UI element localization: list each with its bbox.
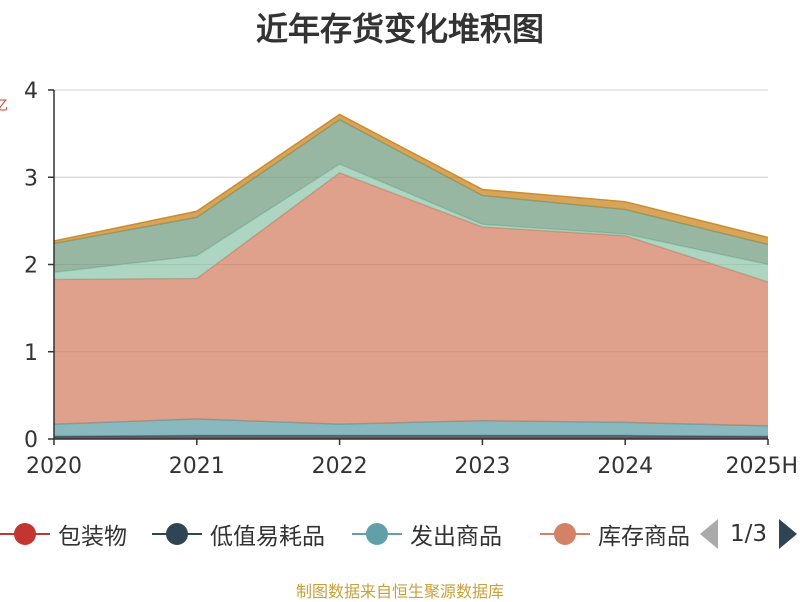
- chart-title: 近年存货变化堆积图: [255, 10, 544, 48]
- x-tick-label: 2021: [169, 454, 225, 479]
- series-area-5: [54, 119, 768, 273]
- legend-next-icon[interactable]: [779, 519, 798, 549]
- x-tick-label: 2020: [26, 454, 82, 479]
- series-area-3: [54, 172, 768, 426]
- legend-label: 发出商品: [410, 524, 502, 550]
- source-note: 制图数据来自恒生聚源数据库: [295, 582, 504, 601]
- y-tick-label: 4: [24, 79, 38, 104]
- y-axis-label: 亿: [0, 98, 8, 114]
- legend-item[interactable]: 低值易耗品: [152, 512, 325, 556]
- legend-item[interactable]: 发出商品: [352, 512, 502, 556]
- legend-marker-icon: [352, 512, 402, 556]
- y-tick-label: 0: [24, 428, 38, 453]
- axes: 0 1 2 3 4 2020 2021 2022 2023 2024 2025H: [24, 79, 798, 479]
- legend-marker-icon: [0, 512, 50, 556]
- legend-page-indicator: 1/3: [730, 521, 768, 547]
- y-tick-label: 3: [24, 166, 38, 191]
- series-line-6: [53, 113, 769, 242]
- y-tick-label: 2: [24, 254, 38, 279]
- legend-label: 低值易耗品: [210, 524, 325, 550]
- series-area-2: [54, 418, 768, 437]
- legend-prev-icon[interactable]: [700, 519, 718, 549]
- x-tick-label: 2025H: [725, 454, 798, 479]
- legend-marker-icon: [152, 512, 202, 556]
- x-tick-label: 2022: [312, 454, 368, 479]
- x-tick-label: 2024: [597, 454, 653, 479]
- legend-label: 包装物: [58, 524, 127, 550]
- legend-item[interactable]: 库存商品: [540, 512, 690, 556]
- series-areas: [53, 113, 769, 439]
- x-tick-label: 2023: [454, 454, 510, 479]
- legend-label: 库存商品: [598, 524, 690, 550]
- legend-pager: 1/3: [700, 516, 798, 552]
- legend: 包装物 低值易耗品 发出商品 库存商品: [0, 512, 800, 556]
- series-area-4: [54, 164, 768, 282]
- y-tick-label: 1: [24, 341, 38, 366]
- legend-marker-icon: [540, 512, 590, 556]
- legend-item[interactable]: 包装物: [0, 512, 127, 556]
